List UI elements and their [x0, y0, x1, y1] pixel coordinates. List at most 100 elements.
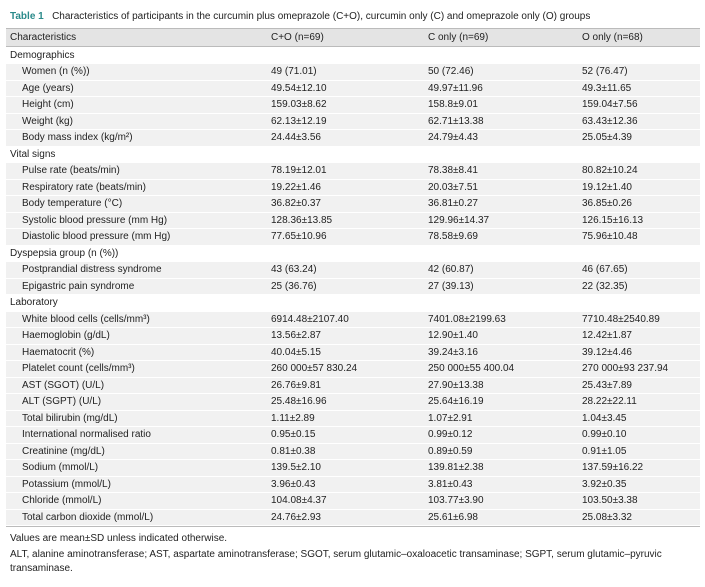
value-cell: 24.79±4.43 [428, 132, 478, 143]
value-cell: 19.22±1.46 [271, 181, 321, 193]
value-cell: 39.24±3.16 [428, 346, 478, 358]
value-cell: 25 (36.76) [271, 280, 317, 292]
column-header: C only (n=69) [428, 32, 489, 43]
data-row: Respiratory rate (beats/min) 19.22±1.46 20… [6, 179, 700, 196]
value-cell: 159.03±8.62 [271, 99, 327, 110]
value-cell: 36.85±0.26 [582, 198, 632, 209]
value-cell: 3.81±0.43 [428, 478, 473, 490]
value-cell: 103.50±3.38 [582, 495, 638, 506]
row-label: Platelet count (cells/mm³) [22, 363, 135, 374]
data-row: International normalised ratio 0.95±0.15 0… [6, 427, 700, 444]
value-cell: 52 (76.47) [582, 66, 628, 77]
value-cell: 13.56±2.87 [271, 330, 321, 341]
value-cell: 28.22±22.11 [582, 396, 637, 407]
section-name: Vital signs [10, 148, 56, 160]
value-cell: 25.61±6.98 [428, 511, 478, 523]
row-label: Sodium (mmol/L) [22, 462, 99, 473]
value-cell: 270 000±93 237.94 [582, 363, 669, 374]
section-row: Vital signs [6, 146, 700, 163]
row-label: Respiratory rate (beats/min) [22, 181, 146, 193]
value-cell: 1.04±3.45 [582, 412, 627, 424]
row-label: Postprandial distress syndrome [22, 264, 162, 275]
value-cell: 0.99±0.12 [428, 429, 473, 440]
row-label: International normalised ratio [22, 429, 151, 440]
data-row: Haematocrit (%) 40.04±5.15 39.24±3.16 39.12… [6, 344, 700, 361]
row-label: AST (SGOT) (U/L) [22, 379, 105, 391]
data-row: Body temperature (°C) 36.82±0.37 36.81±0.2… [6, 196, 700, 213]
data-row: Total bilirubin (mg/dL) 1.11±2.89 1.07±2.9… [6, 410, 700, 427]
value-cell: 36.82±0.37 [271, 198, 321, 209]
section-name: Demographics [10, 49, 75, 61]
row-label: Chloride (mmol/L) [22, 495, 102, 506]
value-cell: 80.82±10.24 [582, 165, 638, 176]
section-row: Demographics [6, 47, 700, 64]
row-label: Total bilirubin (mg/dL) [22, 412, 118, 424]
data-row: Postprandial distress syndrome 43 (63.24)… [6, 262, 700, 279]
value-cell: 78.19±12.01 [271, 165, 327, 176]
column-header: O only (n=68) [582, 32, 643, 43]
value-cell: 24.76±2.93 [271, 511, 321, 523]
row-label: Systolic blood pressure (mm Hg) [22, 214, 168, 226]
table-label: Table 1 [10, 11, 44, 22]
column-header: C+O (n=69) [271, 32, 324, 43]
value-cell: 12.42±1.87 [582, 330, 632, 341]
value-cell: 1.07±2.91 [428, 412, 473, 424]
row-label: White blood cells (cells/mm³) [22, 313, 150, 325]
value-cell: 46 (67.65) [582, 264, 628, 275]
table-title: Characteristics of participants in the c… [52, 11, 591, 22]
value-cell: 49.3±11.65 [582, 82, 632, 94]
row-label: Women (n (%)) [22, 66, 90, 77]
value-cell: 0.95±0.15 [271, 429, 316, 440]
value-cell: 0.89±0.59 [428, 445, 473, 457]
row-label: Total carbon dioxide (mmol/L) [22, 511, 154, 523]
data-row: White blood cells (cells/mm³) 6914.48±210… [6, 311, 700, 328]
value-cell: 25.05±4.39 [582, 132, 632, 143]
value-cell: 137.59±16.22 [582, 462, 644, 473]
value-cell: 129.96±14.37 [428, 214, 490, 226]
value-cell: 26.76±9.81 [271, 379, 321, 391]
value-cell: 1.11±2.89 [271, 412, 315, 424]
data-row: Creatinine (mg/dL) 0.81±0.38 0.89±0.59 0.91… [6, 443, 700, 460]
data-row: Epigastric pain syndrome 25 (36.76) 27 (39… [6, 278, 700, 295]
data-row: Platelet count (cells/mm³) 260 000±57 830… [6, 361, 700, 378]
row-label: Height (cm) [22, 99, 74, 110]
row-label: Epigastric pain syndrome [22, 280, 135, 292]
row-label: Age (years) [22, 82, 74, 94]
data-row: Pulse rate (beats/min) 78.19±12.01 78.38±8… [6, 163, 700, 180]
value-cell: 139.81±2.38 [428, 462, 484, 473]
value-cell: 0.91±1.05 [582, 445, 627, 457]
value-cell: 19.12±1.40 [582, 181, 632, 193]
footnote: ALT, alanine aminotransferase; AST, aspa… [10, 549, 662, 574]
value-cell: 40.04±5.15 [271, 346, 321, 358]
table-rule [6, 526, 700, 527]
row-label: Diastolic blood pressure (mm Hg) [22, 231, 171, 242]
value-cell: 128.36±13.85 [271, 214, 333, 226]
value-cell: 75.96±10.48 [582, 231, 638, 242]
data-row: Height (cm) 159.03±8.62 158.8±9.01 159.04±7… [6, 97, 700, 114]
value-cell: 0.99±0.10 [582, 429, 627, 440]
row-label: Body temperature (°C) [22, 198, 123, 209]
row-label: Body mass index (kg/m²) [22, 132, 133, 143]
value-cell: 63.43±12.36 [582, 115, 638, 127]
value-cell: 25.43±7.89 [582, 379, 632, 391]
value-cell: 62.13±12.19 [271, 115, 327, 127]
value-cell: 7401.08±2199.63 [428, 313, 506, 325]
value-cell: 6914.48±2107.40 [271, 313, 349, 325]
data-row: AST (SGOT) (U/L) 26.76±9.81 27.90±13.38 25.… [6, 377, 700, 394]
row-label: Haematocrit (%) [22, 346, 95, 358]
data-row: Potassium (mmol/L) 3.96±0.43 3.81±0.43 3.92… [6, 476, 700, 493]
value-cell: 104.08±4.37 [271, 495, 327, 506]
row-label: ALT (SGPT) (U/L) [22, 396, 102, 407]
footnote: Values are mean±SD unless indicated othe… [10, 533, 228, 544]
value-cell: 24.44±3.56 [271, 132, 321, 143]
value-cell: 39.12±4.46 [582, 346, 632, 358]
value-cell: 3.96±0.43 [271, 478, 316, 490]
value-cell: 158.8±9.01 [428, 99, 478, 110]
section-name: Laboratory [10, 297, 58, 308]
value-cell: 103.77±3.90 [428, 495, 484, 506]
row-label: Pulse rate (beats/min) [22, 165, 120, 176]
data-row: Diastolic blood pressure (mm Hg) 77.65±10… [6, 229, 700, 246]
data-row: Sodium (mmol/L) 139.5±2.10 139.81±2.38 137.… [6, 460, 700, 477]
value-cell: 20.03±7.51 [428, 181, 478, 193]
value-cell: 7710.48±2540.89 [582, 313, 660, 325]
